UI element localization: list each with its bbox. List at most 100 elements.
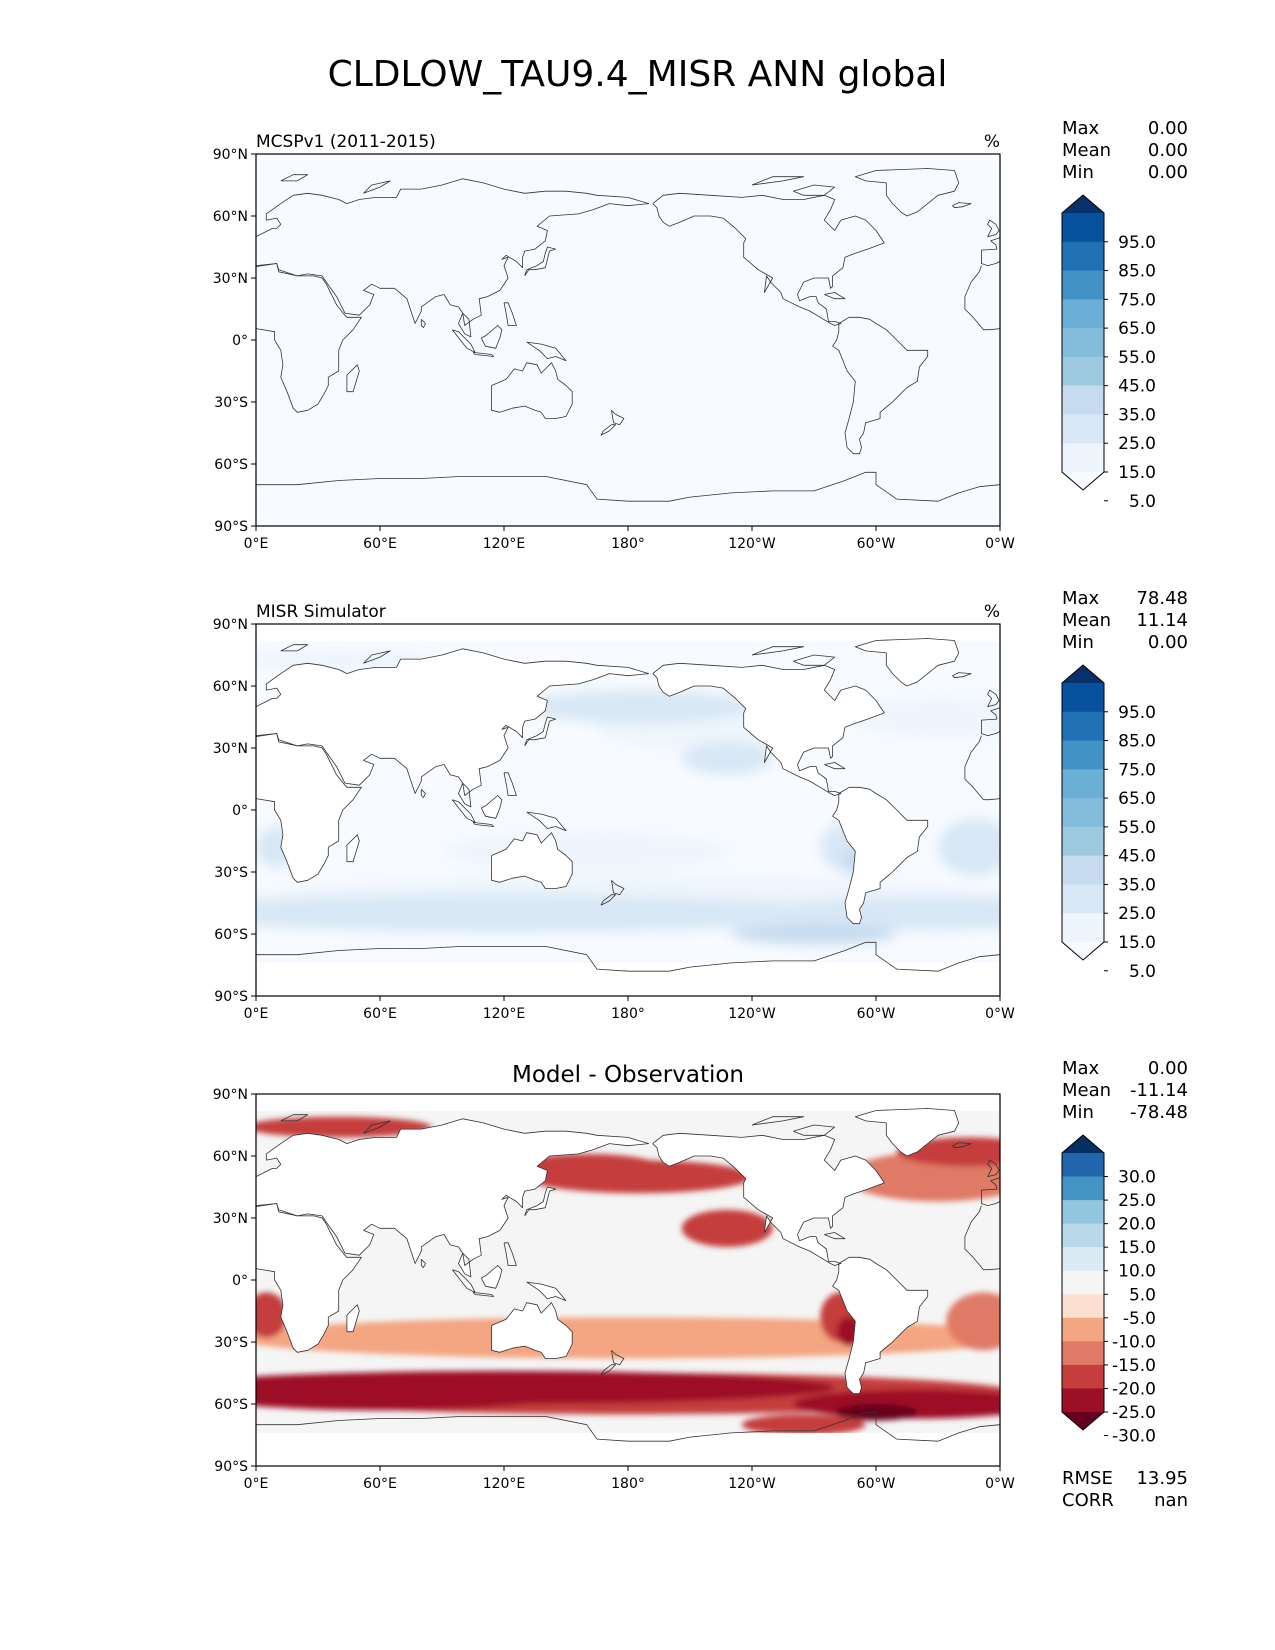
panel-units: %: [984, 132, 1000, 152]
lon-tick-label: 60°E: [363, 1476, 397, 1492]
stat-value-min: -78.48: [1130, 1102, 1188, 1123]
coastline-svalbard: [280, 1114, 309, 1122]
map-ocean: [256, 154, 1000, 526]
colorbar-label: 45.0: [1118, 847, 1156, 867]
lon-tick-label: 180°: [611, 1476, 645, 1492]
colorbar-label: -15.0: [1112, 1356, 1156, 1376]
coastline-europeWest: [981, 1177, 1000, 1206]
coastline-eurasia: [256, 1118, 650, 1278]
coastline-arctic2: [751, 646, 805, 656]
land-mask-greenland: [855, 638, 959, 686]
lat-tick-label: 90°N: [213, 617, 248, 633]
map-field: [256, 154, 1000, 526]
colorbar-label: 55.0: [1118, 348, 1156, 368]
coastline-java: [472, 1292, 495, 1297]
coastline-australia: [491, 832, 573, 889]
coastline-srilanka: [420, 1259, 426, 1268]
cloud-region-2: [256, 896, 566, 930]
coastline-europeWest: [981, 237, 1000, 267]
colorbar-label: 35.0: [1118, 405, 1156, 425]
colorbar-swatch: [1062, 1341, 1104, 1366]
coastline-philippines: [503, 1242, 517, 1266]
colorbar: 95.0 85.0 75.0 65.0 55.0 45.0 35.0 25.0 15.0 5.0: [1061, 194, 1156, 512]
coastline-europeWest: [981, 707, 1000, 736]
coastline-borneo: [480, 1265, 503, 1289]
colorbar-swatch: [1062, 1317, 1104, 1342]
coastline-newzealand1: [611, 1350, 625, 1366]
missing-south: [256, 1432, 1000, 1466]
lat-tick-label: 0°: [232, 803, 248, 819]
colorbar-label: 15.0: [1118, 933, 1156, 953]
lat-tick-label: 60°S: [214, 457, 248, 473]
land-mask-southAmerica: [832, 1257, 928, 1394]
colorbar-swatch: [1062, 1294, 1104, 1319]
lon-tick-label: 120°W: [728, 1476, 776, 1492]
missing-north: [256, 1094, 1000, 1111]
colorbar-label: 75.0: [1118, 290, 1156, 310]
coastline-iceland: [952, 672, 972, 679]
lat-tick-label: 60°S: [214, 1397, 248, 1413]
difference-region-16: [741, 1414, 866, 1435]
coastline-novaya: [363, 180, 391, 194]
colorbar-swatch: [1062, 241, 1104, 272]
cloud-region-10: [938, 818, 1000, 877]
land-mask-northAmerica: [652, 663, 885, 796]
lat-tick-label: 90°N: [213, 147, 248, 163]
cloud-region-3: [752, 896, 1000, 930]
colorbar-swatch: [1062, 1270, 1104, 1295]
lat-tick-label: 30°S: [214, 395, 248, 411]
cloud-region-14: [442, 830, 732, 872]
coastline-novaya: [363, 1120, 391, 1134]
colorbar-label: -5.0: [1123, 1309, 1156, 1329]
panel-units: %: [984, 602, 1000, 622]
stat-value-mean: 0.00: [1148, 140, 1188, 161]
difference-region-7: [681, 1209, 773, 1247]
colorbar-label: 45.0: [1118, 377, 1156, 397]
colorbar-min-extension: [1062, 472, 1104, 490]
colorbar-swatch: [1062, 1176, 1104, 1201]
land-mask-africa2: [256, 1203, 362, 1353]
coastline-sumatra: [451, 799, 476, 823]
colorbar-label: -20.0: [1112, 1379, 1156, 1399]
stat-value-mean: -11.14: [1130, 1080, 1188, 1101]
lat-tick-label: 30°N: [213, 1211, 248, 1227]
land-mask-africa2: [256, 733, 362, 883]
colorbar-swatch: [1062, 299, 1104, 329]
coastline-japan: [524, 1186, 557, 1217]
panel-center-title: Model - Observation: [512, 1062, 744, 1088]
colorbar-label: -30.0: [1112, 1427, 1156, 1447]
stat-label-max: Max: [1062, 588, 1100, 609]
colorbar-swatch: [1062, 769, 1104, 799]
lon-tick-label: 180°: [611, 1006, 645, 1022]
colorbar-label: 25.0: [1118, 904, 1156, 924]
coastline-africa: [964, 735, 1000, 801]
colorbar-label: 30.0: [1118, 1168, 1156, 1188]
colorbar-label: 25.0: [1118, 1191, 1156, 1211]
stat-label-max: Max: [1062, 1058, 1100, 1079]
colorbar-label: 15.0: [1118, 463, 1156, 483]
stat-label-mean: Mean: [1062, 1080, 1111, 1101]
land-mask-southAmerica: [832, 787, 928, 924]
colorbar-swatch: [1062, 270, 1104, 300]
colorbar-label: 85.0: [1118, 262, 1156, 282]
coastline-newzealand2: [600, 894, 616, 906]
stat-value-rmse: 13.95: [1136, 1468, 1188, 1489]
difference-region-15: [514, 1153, 660, 1179]
difference-region-10: [256, 1292, 287, 1338]
land-mask-japan: [524, 717, 556, 746]
colorbar-swatch: [1062, 213, 1104, 243]
lat-tick-label: 60°N: [213, 209, 248, 225]
colorbar-label: 25.0: [1118, 434, 1156, 454]
colorbar-swatch: [1062, 913, 1104, 943]
lon-tick-label: 0°E: [244, 1476, 269, 1492]
colorbar-swatch: [1062, 414, 1104, 444]
map-panel-3: 90°N 60°N 30°N 0° 30°S 60°S 90°S0°E 60°E 120°E 18…: [213, 1058, 1188, 1511]
coastline-uk: [987, 689, 1000, 708]
coastline-newzealand2: [600, 424, 616, 436]
colorbar-swatch: [1062, 683, 1104, 713]
coastline-newzealand1: [611, 410, 625, 426]
coastline-svalbard: [280, 644, 309, 652]
stat-value-min: 0.00: [1148, 632, 1188, 653]
coastline-srilanka: [420, 319, 426, 329]
land-mask-australia: [491, 1302, 573, 1359]
